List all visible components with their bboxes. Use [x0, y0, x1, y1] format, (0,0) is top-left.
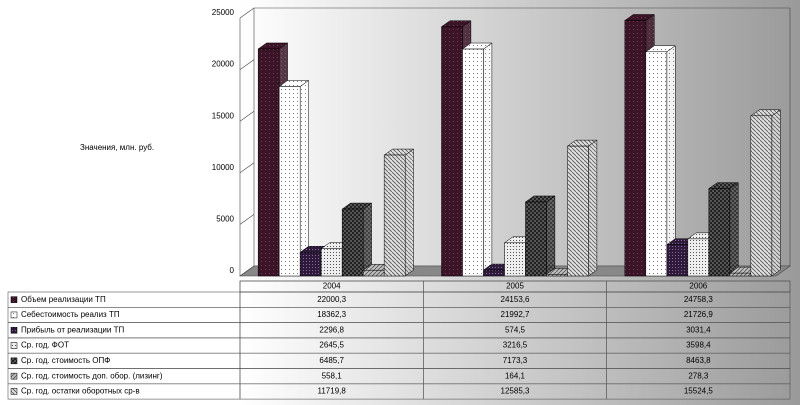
- table-value: 12585,3: [501, 387, 530, 396]
- legend-label: Ср. год. ФОТ: [21, 341, 69, 350]
- grid-line: [239, 214, 255, 225]
- table-value: 21726,9: [684, 310, 713, 319]
- table-value: 7173,3: [503, 356, 528, 365]
- bar-side: [546, 195, 556, 277]
- legend-swatch: [10, 357, 18, 365]
- bar: [278, 86, 301, 277]
- bar: [341, 208, 364, 277]
- bar-side: [771, 109, 781, 277]
- legend-label: Ср. год. остатки оборотных ср-в: [21, 387, 140, 396]
- table-value: 278,3: [688, 371, 709, 380]
- bar: [299, 252, 322, 277]
- table-value: 2296,8: [319, 325, 344, 334]
- grid-line: [239, 162, 255, 174]
- table-value: 3216,5: [503, 341, 528, 350]
- legend-label: Прибыль от реализации ТП: [21, 325, 124, 334]
- bar-side: [588, 139, 598, 277]
- y-tick-label: 25000: [212, 8, 235, 17]
- grid-line: [239, 110, 255, 122]
- y-tick-label: 5000: [216, 215, 234, 224]
- bar: [750, 115, 773, 277]
- legend-swatch: [10, 296, 18, 303]
- table-value: 6485,7: [319, 356, 344, 365]
- table-value: 24758,3: [684, 295, 713, 304]
- bar: [687, 238, 710, 277]
- table-value: 15524,5: [684, 387, 713, 396]
- bar: [645, 51, 668, 277]
- table-value: 574,5: [505, 325, 526, 334]
- category-label: 2004: [323, 282, 341, 291]
- legend-swatch: [10, 327, 18, 334]
- bar: [462, 48, 484, 277]
- bar: [383, 154, 406, 277]
- bar: [441, 26, 463, 277]
- legend-label: Ср. год. стоимость доп. обор. (лизинг): [21, 371, 163, 380]
- bar: [525, 201, 547, 277]
- bar: [567, 145, 589, 277]
- bar-side: [299, 80, 309, 277]
- legend-swatch: [10, 372, 18, 380]
- category-label: 2006: [689, 282, 707, 291]
- bar-side: [404, 148, 414, 277]
- bar-side: [729, 182, 739, 277]
- y-tick-label: 0: [230, 266, 235, 275]
- bar: [257, 48, 280, 277]
- bar: [504, 242, 526, 277]
- table-value: 558,1: [322, 371, 343, 380]
- table-cell: [606, 383, 791, 400]
- bar: [320, 248, 343, 277]
- table-value: 2645,5: [319, 341, 344, 350]
- legend-label: Объем реализации ТП: [21, 295, 106, 304]
- table-value: 11719,8: [318, 387, 347, 396]
- bar: [483, 269, 505, 277]
- table-value: 8463,8: [686, 356, 711, 365]
- y-tick-label: 20000: [212, 60, 235, 69]
- table-value: 3031,4: [686, 325, 711, 334]
- table-value: 21992,7: [501, 310, 530, 319]
- bar-side: [483, 42, 493, 277]
- category-label: 2005: [506, 282, 524, 291]
- grid-line: [239, 7, 255, 19]
- bar: [708, 188, 731, 277]
- legend-label: Ср. год. стоимость ОПФ: [21, 356, 110, 365]
- y-axis-label: Значения, млн. руб.: [80, 143, 154, 152]
- bar: [546, 274, 568, 277]
- legend-label: Себестоимость реализ ТП: [21, 310, 120, 319]
- bar: [729, 272, 752, 277]
- table-value: 164,1: [505, 371, 526, 380]
- bar: [666, 244, 689, 277]
- bar: [362, 269, 385, 277]
- table-value: 18362,3: [317, 310, 346, 319]
- y-tick-label: 10000: [212, 163, 235, 172]
- grid-line: [239, 59, 255, 70]
- table-value: 22000,3: [317, 295, 346, 304]
- table-value: 24153,6: [501, 295, 530, 304]
- grid-line: [239, 265, 255, 277]
- legend-swatch: [10, 388, 18, 395]
- table-value: 3598,4: [686, 341, 711, 350]
- y-tick-label: 15000: [212, 111, 235, 120]
- legend-swatch: [10, 311, 18, 319]
- legend-swatch: [10, 342, 18, 349]
- bar: [624, 20, 647, 277]
